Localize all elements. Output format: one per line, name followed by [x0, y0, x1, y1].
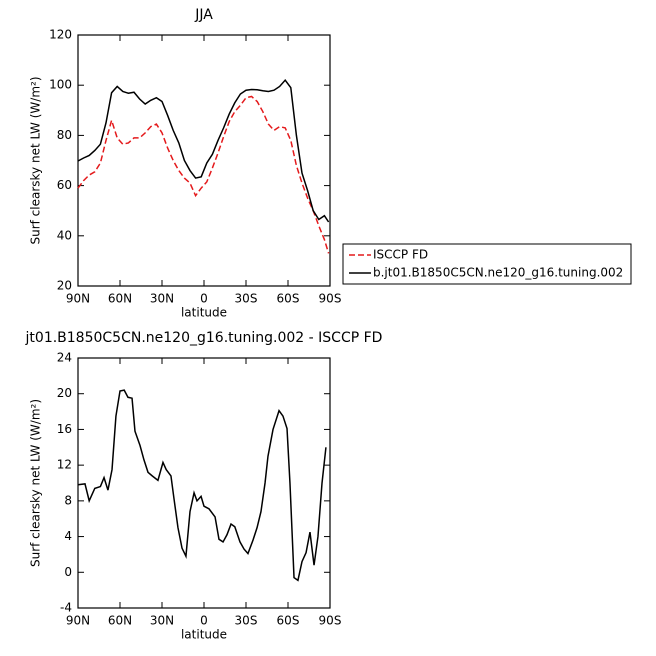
- plot-frame: [77, 34, 331, 287]
- chart-title: jt01.B1850C5CN.ne120_g16.tuning.002 - IS…: [25, 330, 383, 346]
- y-axis-label: Surf clearsky net LW (W/m²): [29, 76, 43, 244]
- x-tick-label: 60S: [277, 614, 300, 628]
- x-tick-label: 60N: [108, 292, 132, 306]
- x-tick-label: 90N: [66, 614, 90, 628]
- y-tick-label: 20: [57, 386, 72, 400]
- y-tick-label: 8: [64, 493, 72, 507]
- plot-frame: [77, 357, 331, 609]
- y-tick-label: 20: [57, 279, 72, 293]
- series-line: [77, 95, 330, 254]
- chart-title: JJA: [194, 7, 213, 23]
- x-tick-label: 0: [200, 614, 208, 628]
- y-tick-label: 12: [57, 458, 72, 472]
- y-tick-label: 4: [64, 529, 72, 543]
- y-tick-label: 100: [49, 78, 72, 92]
- y-tick-label: 16: [57, 422, 72, 436]
- legend-label: b.jt01.B1850C5CN.ne120_g16.tuning.002: [373, 266, 623, 280]
- x-tick-label: 90N: [66, 292, 90, 306]
- legend-label: ISCCP FD: [373, 248, 428, 262]
- y-tick-label: -4: [60, 601, 72, 615]
- x-tick-label: 90S: [319, 292, 342, 306]
- y-axis-label: Surf clearsky net LW (W/m²): [29, 399, 43, 567]
- legend-box: [342, 243, 632, 285]
- x-tick-label: 0: [200, 292, 208, 306]
- x-tick-label: 30N: [150, 614, 174, 628]
- x-axis-label: latitude: [181, 628, 227, 642]
- x-tick-label: 60N: [108, 614, 132, 628]
- x-tick-label: 60S: [277, 292, 300, 306]
- x-tick-label: 90S: [319, 614, 342, 628]
- x-tick-label: 30S: [235, 614, 258, 628]
- x-axis-label: latitude: [181, 306, 227, 320]
- y-tick-label: 0: [64, 565, 72, 579]
- x-tick-label: 30S: [235, 292, 258, 306]
- y-tick-label: 120: [49, 28, 72, 42]
- y-tick-label: 80: [57, 128, 72, 142]
- y-tick-label: 60: [57, 178, 72, 192]
- y-tick-label: 40: [57, 228, 72, 242]
- series-line: [77, 78, 330, 223]
- y-tick-label: 24: [57, 351, 72, 365]
- x-tick-label: 30N: [150, 292, 174, 306]
- series-line: [77, 389, 327, 582]
